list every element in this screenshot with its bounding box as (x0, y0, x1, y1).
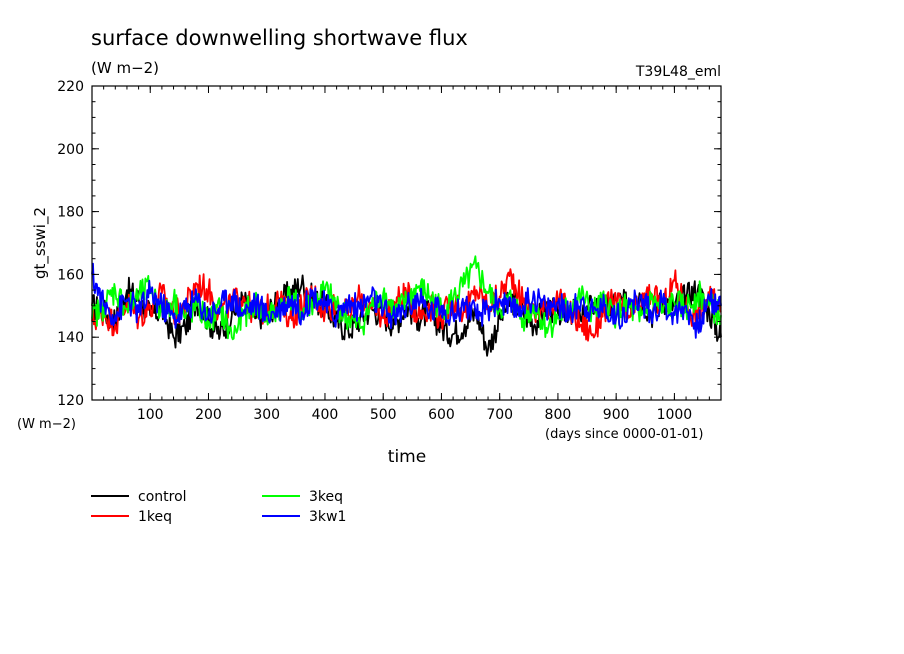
series-layer (91, 255, 722, 357)
plot-frame (91, 85, 722, 401)
y-tick-label: 200 (57, 142, 84, 158)
legend-label-1keq: 1keq (138, 509, 172, 525)
y-tick-label: 140 (57, 330, 84, 346)
x-axis-units: (days since 0000-01-01) (545, 427, 703, 442)
x-tick-label: 600 (428, 407, 455, 423)
x-tick-label: 900 (603, 407, 630, 423)
y-tick-label: 220 (57, 79, 84, 95)
legend-label-3keq: 3keq (309, 489, 343, 505)
series-line-3kw1 (91, 262, 722, 339)
x-axis: 100 200 300 400 500 600 700 800 900 1000 (103, 86, 710, 423)
legend-label-control: control (138, 489, 187, 505)
x-tick-label: 1000 (657, 407, 693, 423)
legend: control 1keq 3keq 3kw1 (91, 489, 346, 525)
x-tick-label: 800 (545, 407, 572, 423)
y-axis: 120 140 160 180 200 220 (57, 79, 721, 409)
chart-annotation: T39L48_eml (635, 64, 721, 80)
x-tick-label: 200 (195, 407, 222, 423)
y-axis-label: gt_sswi_2 (31, 207, 50, 279)
chart-subtitle: (W m−2) (91, 59, 159, 77)
x-tick-label: 400 (312, 407, 339, 423)
x-tick-label: 700 (486, 407, 513, 423)
x-tick-label: 100 (137, 407, 164, 423)
legend-label-3kw1: 3kw1 (309, 509, 346, 525)
y-tick-label: 180 (57, 205, 84, 221)
y-tick-label: 120 (57, 393, 84, 409)
y-tick-label: 160 (57, 267, 84, 283)
x-tick-label: 300 (253, 407, 280, 423)
x-tick-label: 500 (370, 407, 397, 423)
chart-title: surface downwelling shortwave flux (91, 26, 468, 50)
y-axis-units: (W m−2) (17, 417, 76, 432)
x-axis-label: time (388, 447, 426, 467)
